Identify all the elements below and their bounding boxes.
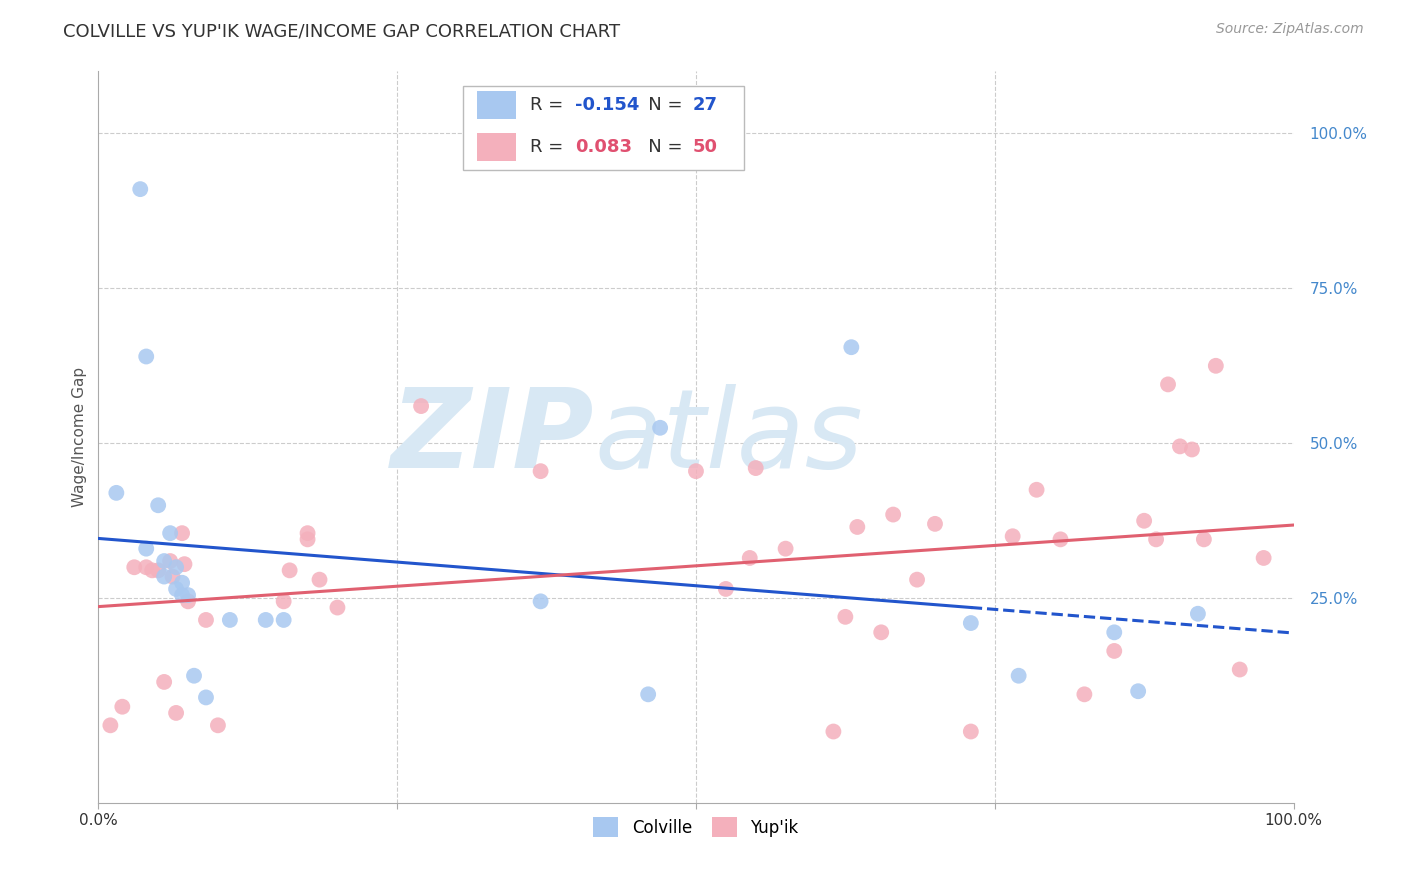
Point: [278, 563, 301, 577]
Point: [159, 554, 181, 568]
Text: -0.154: -0.154: [575, 96, 640, 114]
Point: [775, 541, 797, 556]
Text: N =: N =: [631, 96, 689, 114]
FancyBboxPatch shape: [463, 86, 744, 170]
Point: [172, 588, 194, 602]
Point: [1001, 529, 1024, 543]
Point: [162, 569, 184, 583]
Point: [1128, 684, 1150, 698]
Point: [195, 690, 218, 705]
Point: [530, 464, 553, 478]
Point: [153, 569, 176, 583]
Point: [165, 706, 187, 720]
Point: [870, 625, 893, 640]
Point: [254, 613, 277, 627]
Point: [326, 600, 349, 615]
Point: [960, 724, 983, 739]
Text: COLVILLE VS YUP'IK WAGE/INCOME GAP CORRELATION CHART: COLVILLE VS YUP'IK WAGE/INCOME GAP CORRE…: [63, 22, 620, 40]
Point: [135, 350, 157, 364]
Bar: [477, 133, 516, 161]
Point: [882, 508, 904, 522]
Text: Source: ZipAtlas.com: Source: ZipAtlas.com: [1216, 22, 1364, 37]
Point: [1049, 533, 1071, 547]
Legend: Colville, Yup'ik: Colville, Yup'ik: [585, 809, 807, 846]
Point: [148, 498, 170, 512]
Point: [1253, 551, 1275, 566]
Point: [1073, 687, 1095, 701]
Point: [1181, 442, 1204, 457]
Point: [207, 718, 229, 732]
Text: R =: R =: [530, 138, 569, 156]
Point: [823, 724, 845, 739]
Text: 0.083: 0.083: [575, 138, 633, 156]
Text: R =: R =: [530, 96, 569, 114]
Point: [153, 674, 176, 689]
Point: [1157, 377, 1180, 392]
Point: [148, 563, 170, 577]
Point: [841, 340, 863, 354]
Point: [111, 699, 134, 714]
Point: [905, 573, 928, 587]
Point: [834, 610, 856, 624]
Point: [297, 533, 319, 547]
Point: [195, 613, 218, 627]
Point: [273, 594, 295, 608]
Point: [183, 669, 205, 683]
Point: [124, 560, 146, 574]
Point: [685, 464, 707, 478]
Text: 50: 50: [692, 138, 717, 156]
Point: [1187, 607, 1209, 621]
Text: N =: N =: [631, 138, 689, 156]
Y-axis label: Wage/Income Gap: Wage/Income Gap: [72, 367, 87, 508]
Point: [530, 594, 553, 608]
Point: [105, 486, 128, 500]
Point: [141, 563, 163, 577]
Point: [1008, 669, 1031, 683]
Point: [1025, 483, 1047, 497]
Point: [1104, 625, 1126, 640]
Point: [159, 526, 181, 541]
Point: [172, 575, 194, 590]
Point: [172, 526, 194, 541]
Point: [1229, 663, 1251, 677]
Point: [177, 588, 200, 602]
Point: [1144, 533, 1167, 547]
Point: [177, 594, 200, 608]
Point: [297, 526, 319, 541]
Point: [1133, 514, 1156, 528]
Point: [1192, 533, 1215, 547]
Point: [648, 421, 672, 435]
Point: [273, 613, 295, 627]
Point: [745, 461, 768, 475]
Point: [846, 520, 869, 534]
Point: [1205, 359, 1227, 373]
Point: [714, 582, 737, 596]
Point: [153, 554, 176, 568]
Point: [165, 560, 187, 574]
Point: [165, 582, 187, 596]
Bar: [477, 91, 516, 119]
Point: [960, 615, 983, 630]
Point: [1104, 644, 1126, 658]
Point: [219, 613, 242, 627]
Point: [924, 516, 946, 531]
Point: [738, 551, 761, 566]
Text: 27: 27: [692, 96, 717, 114]
Point: [1168, 439, 1191, 453]
Text: atlas: atlas: [595, 384, 863, 491]
Point: [637, 687, 659, 701]
Point: [98, 718, 122, 732]
Point: [411, 399, 433, 413]
Text: ZIP: ZIP: [391, 384, 595, 491]
Point: [129, 182, 152, 196]
Point: [135, 560, 157, 574]
Point: [308, 573, 330, 587]
Point: [173, 557, 195, 571]
Point: [135, 541, 157, 556]
